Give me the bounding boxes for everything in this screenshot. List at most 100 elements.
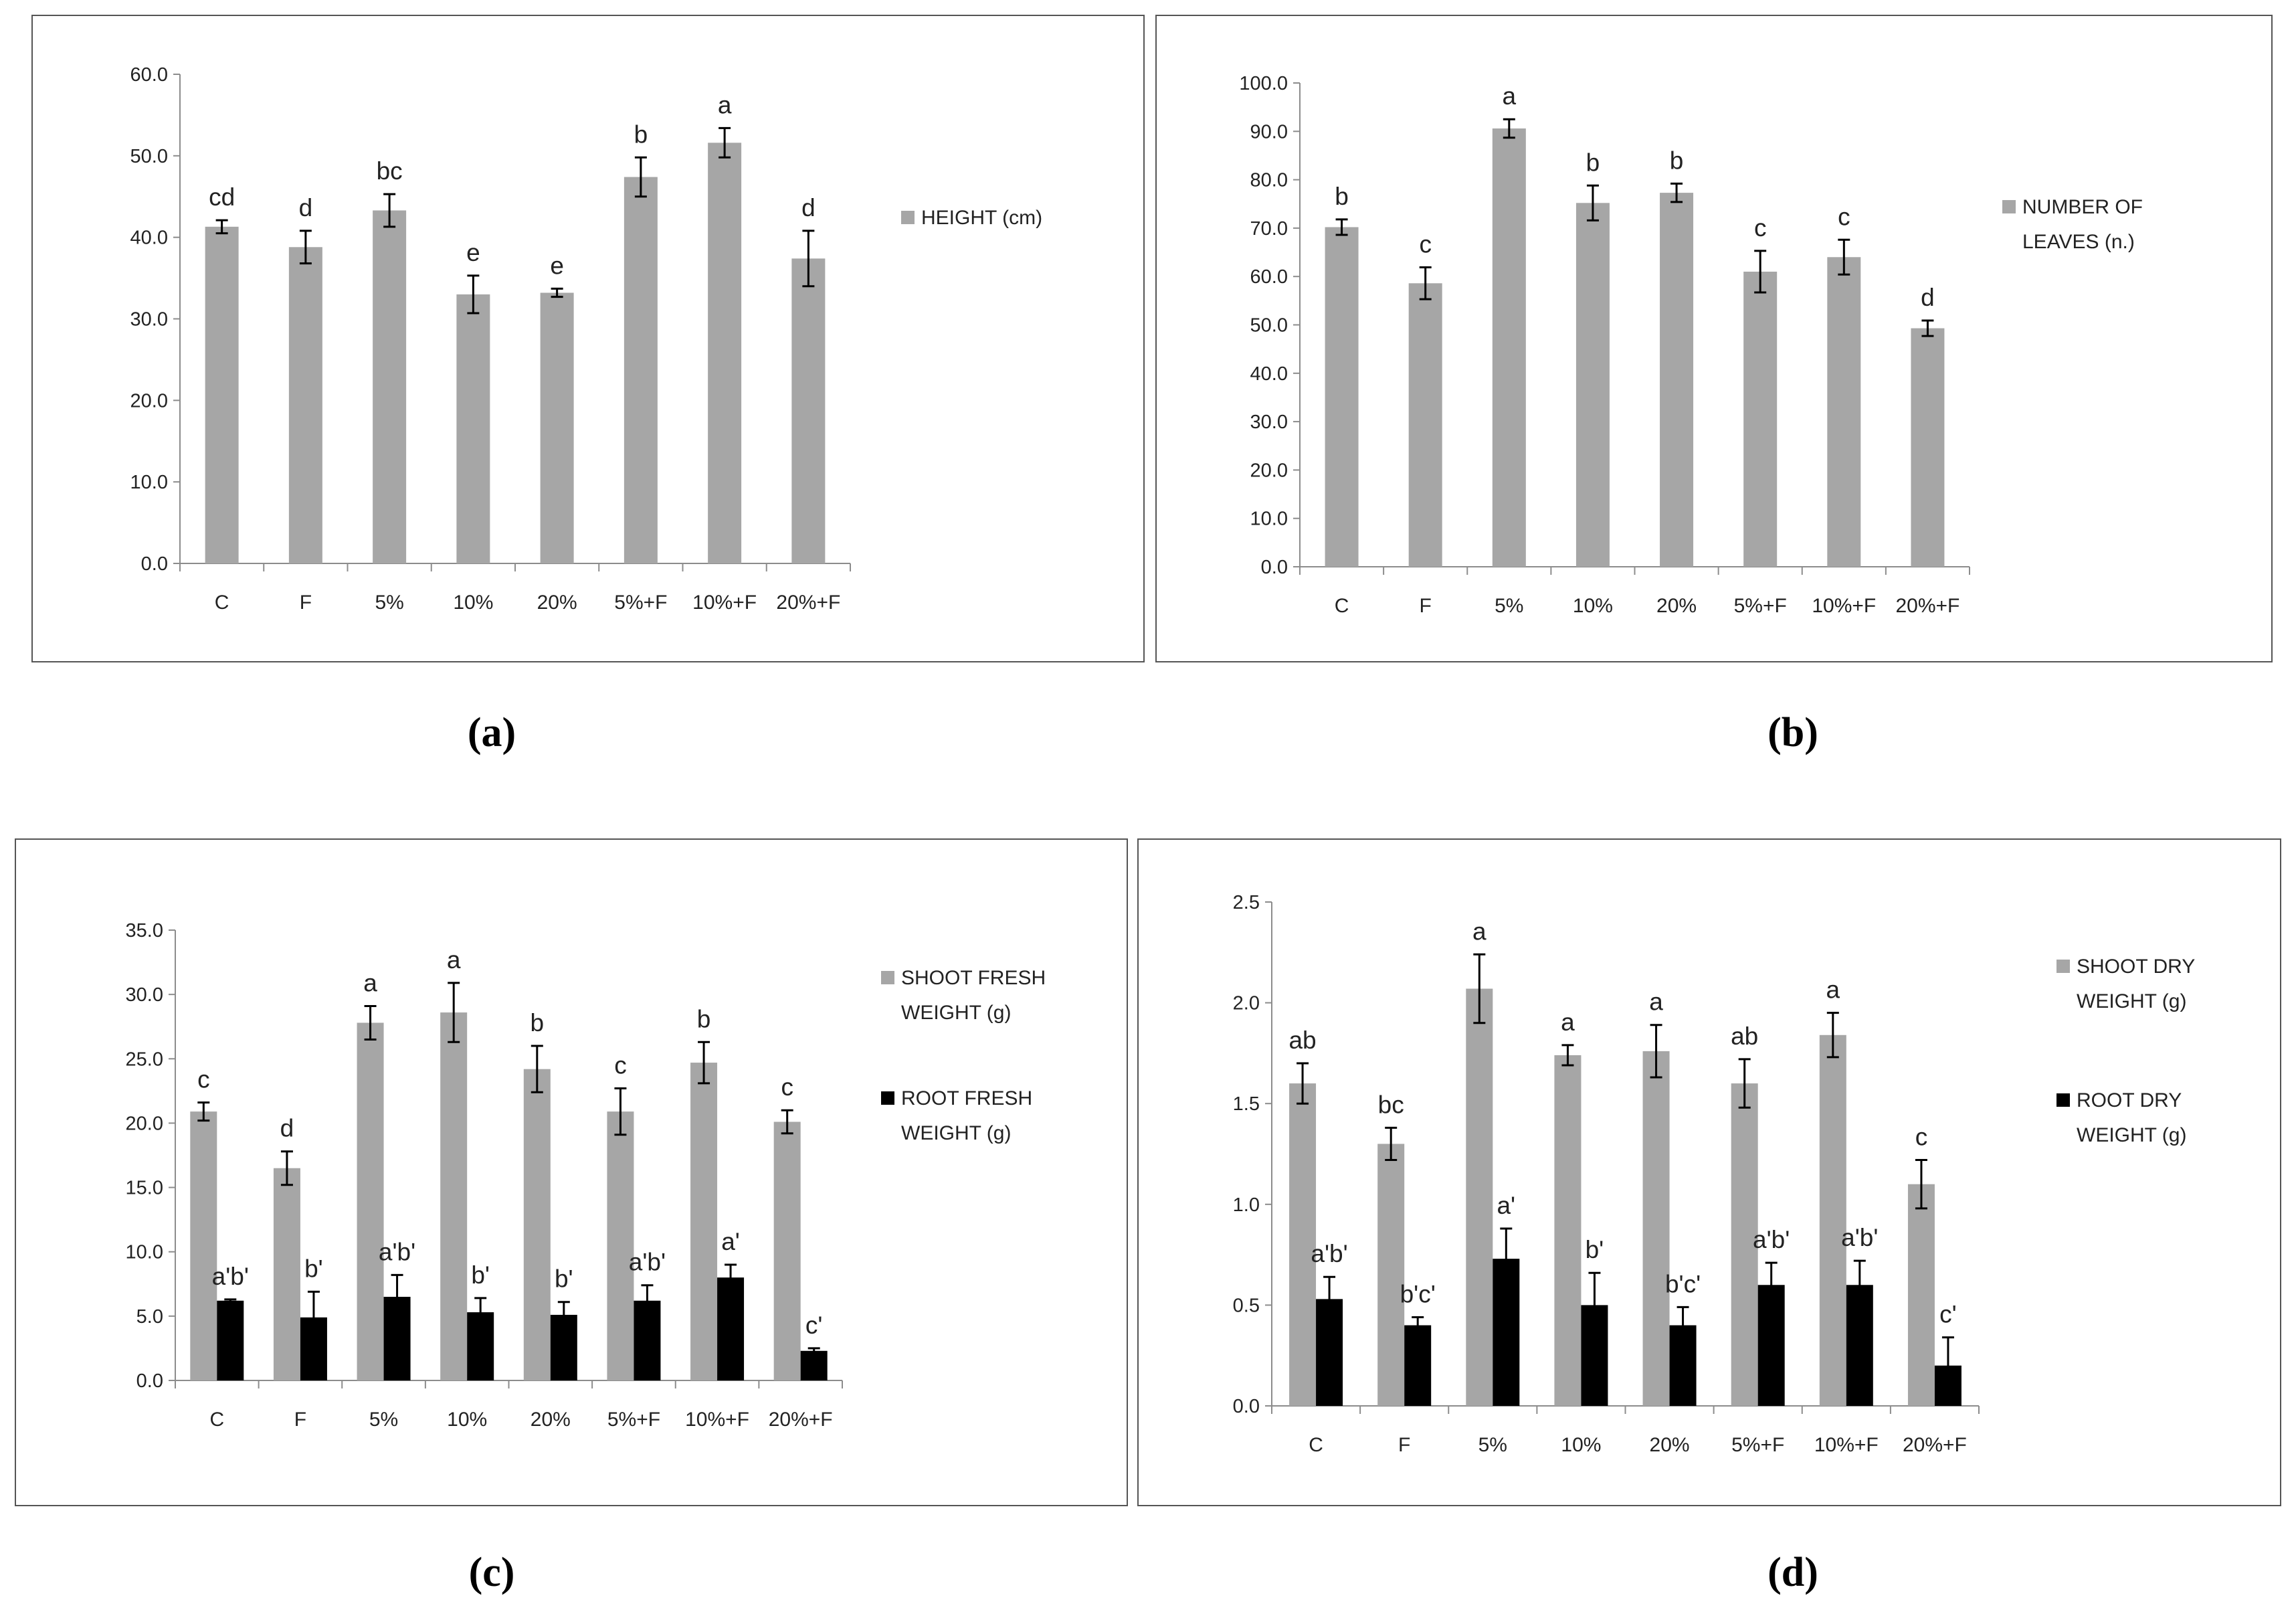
significance-label: a' <box>1497 1192 1515 1219</box>
y-tick-label: 100.0 <box>1239 73 1288 94</box>
bar <box>373 210 407 563</box>
x-tick-label: C <box>209 1409 224 1431</box>
x-tick-label: 20% <box>537 592 577 614</box>
caption-c: (c) <box>468 1550 515 1595</box>
significance-label: c <box>1419 230 1432 258</box>
significance-label: a <box>1503 82 1517 110</box>
chart-panel-a: 0.0 10.0 20.0 30.0 40.0 50.0 60.0 C F 5% 10% 20% 5%+… <box>31 15 1145 662</box>
bar <box>1377 1144 1405 1406</box>
significance-label: b <box>1586 149 1600 176</box>
x-tick-label: 20%+F <box>776 592 840 614</box>
significance-label: a <box>1649 988 1663 1016</box>
x-tick-label: 10%+F <box>1814 1434 1879 1456</box>
significance-label: c <box>1838 203 1850 230</box>
bar <box>1660 193 1694 567</box>
x-tick-label: 5% <box>375 592 403 614</box>
y-tick-label: 50.0 <box>130 146 168 167</box>
significance-label: b' <box>555 1265 573 1293</box>
y-tick-label: 1.5 <box>1233 1093 1260 1115</box>
legend-label: SHOOT DRY <box>2077 956 2195 978</box>
y-tick-label: 20.0 <box>126 1113 163 1134</box>
bar <box>1289 1083 1317 1406</box>
legend-swatch <box>881 971 894 984</box>
x-tick-label: 10% <box>453 592 493 614</box>
legend-label: WEIGHT (g) <box>901 1002 1011 1024</box>
y-tick-label: 10.0 <box>126 1242 163 1263</box>
legend-label: ROOT FRESH <box>901 1087 1032 1109</box>
x-tick-label: F <box>1398 1434 1410 1456</box>
significance-label: c' <box>805 1312 823 1339</box>
significance-label: a'b' <box>629 1249 666 1276</box>
x-tick-label: C <box>1335 595 1349 617</box>
bar <box>800 1350 828 1380</box>
bar <box>1743 271 1778 567</box>
x-tick-label: 20% <box>531 1409 571 1431</box>
significance-label: a'b' <box>1311 1240 1347 1267</box>
significance-label: a <box>1561 1008 1575 1036</box>
bar <box>1642 1051 1670 1406</box>
bar <box>1492 128 1526 567</box>
bar <box>717 1277 745 1380</box>
y-tick-label: 60.0 <box>1250 266 1288 288</box>
bar <box>1408 283 1442 567</box>
chart-b-svg: 0.0 10.0 20.0 30.0 40.0 50.0 60.0 70.0 80.0 90.0 1… <box>1155 15 2273 662</box>
chart-frame <box>31 15 1145 662</box>
significance-label: a'b' <box>1841 1224 1878 1251</box>
chart-panel-d: 0.0 0.5 1.0 1.5 2.0 2.5 C F 5% 10% 20% 5%+F 10%+F 20%… <box>1137 838 2281 1506</box>
x-tick-label: F <box>300 592 312 614</box>
significance-label: a'b' <box>212 1263 249 1290</box>
y-tick-label: 0.0 <box>1233 1396 1260 1417</box>
legend-label: WEIGHT (g) <box>2077 1124 2186 1146</box>
significance-label: b <box>531 1009 545 1037</box>
significance-label: a <box>1826 976 1840 1004</box>
significance-label: b' <box>471 1261 490 1289</box>
bar <box>523 1069 551 1380</box>
y-tick-label: 80.0 <box>1250 170 1288 191</box>
y-tick-label: 10.0 <box>130 472 168 493</box>
chart-panel-c: 0.0 5.0 10.0 15.0 20.0 25.0 30.0 35.0 C F 5% 10% 20%… <box>15 838 1128 1506</box>
x-tick-label: 20%+F <box>1895 595 1959 617</box>
y-tick-label: 20.0 <box>1250 460 1288 481</box>
x-tick-label: 10% <box>1561 1434 1601 1456</box>
y-tick-label: 30.0 <box>1250 412 1288 433</box>
bar <box>708 143 742 564</box>
bar <box>190 1111 217 1380</box>
y-tick-label: 90.0 <box>1250 121 1288 143</box>
y-tick-label: 0.0 <box>1261 557 1288 578</box>
significance-label: bc <box>377 157 403 185</box>
significance-label: e <box>550 252 564 279</box>
y-tick-label: 30.0 <box>126 984 163 1006</box>
x-tick-label: 5%+F <box>1734 595 1787 617</box>
y-tick-label: 0.0 <box>141 553 168 575</box>
x-tick-label: 10%+F <box>692 592 757 614</box>
y-tick-label: 2.5 <box>1233 892 1260 913</box>
y-tick-label: 40.0 <box>130 228 168 249</box>
legend-label: SHOOT FRESH <box>901 967 1046 989</box>
significance-label: a <box>1472 917 1487 945</box>
caption-b: (b) <box>1767 710 1818 755</box>
significance-label: b'c' <box>1665 1270 1701 1297</box>
legend-swatch <box>881 1091 894 1105</box>
bar <box>440 1012 468 1380</box>
y-tick-label: 15.0 <box>126 1178 163 1199</box>
significance-label: b' <box>1586 1236 1604 1263</box>
significance-label: d <box>801 194 816 221</box>
legend-label: HEIGHT (cm) <box>921 207 1042 229</box>
x-tick-label: 5%+F <box>614 592 667 614</box>
x-tick-label: 20% <box>1656 595 1697 617</box>
significance-label: a'b' <box>1753 1226 1790 1253</box>
y-tick-label: 50.0 <box>1250 315 1288 337</box>
bar <box>205 226 239 563</box>
significance-label: b <box>634 120 648 148</box>
bar <box>1325 227 1359 567</box>
y-tick-label: 20.0 <box>130 390 168 412</box>
caption-d: (d) <box>1767 1550 1818 1595</box>
y-tick-label: 60.0 <box>130 64 168 86</box>
legend-swatch <box>2056 1093 2070 1107</box>
chart-frame <box>1155 15 2273 662</box>
legend-swatch <box>2056 960 2070 973</box>
y-tick-label: 10.0 <box>1250 509 1288 530</box>
bar <box>217 1300 244 1380</box>
y-tick-label: 0.5 <box>1233 1295 1260 1316</box>
significance-label: a <box>718 91 732 118</box>
